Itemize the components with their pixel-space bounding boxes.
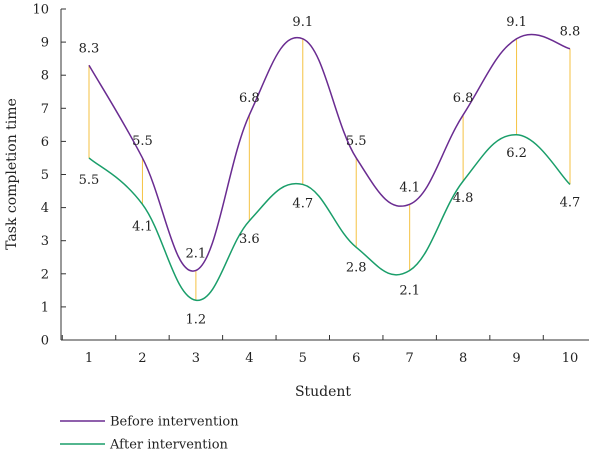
after-series-line: [88, 134, 571, 302]
y-tick-label: 4: [41, 201, 49, 216]
x-tick-label: 4: [245, 351, 253, 366]
connector-lines: [88, 38, 571, 301]
y-tick-label: 7: [41, 102, 49, 117]
y-tick-label: 10: [32, 3, 49, 18]
before-data-label: 8.3: [79, 41, 100, 56]
y-tick-label: 6: [41, 135, 49, 150]
x-tick-label: 5: [299, 351, 307, 366]
x-tick-label: 10: [562, 351, 579, 366]
x-tick-label: 1: [85, 351, 93, 366]
y-tick-label: 8: [41, 69, 49, 84]
x-tick-label: 8: [459, 351, 467, 366]
series-lines: [88, 33, 571, 302]
before-data-label: 5.5: [132, 134, 153, 149]
after-data-label: 4.1: [132, 219, 153, 234]
before-data-label: 6.8: [239, 91, 260, 106]
legend: Before intervention After intervention: [60, 415, 239, 453]
before-data-label: 5.5: [346, 134, 367, 149]
x-tick-label: 2: [138, 351, 146, 366]
after-data-label: 5.5: [79, 173, 100, 188]
y-tick-label: 3: [41, 234, 49, 249]
x-tick-label: 3: [192, 351, 200, 366]
y-tick-label: 0: [41, 334, 49, 349]
before-data-label: 6.8: [453, 91, 474, 106]
after-data-label: 6.2: [506, 146, 527, 161]
x-axis-title: Student: [295, 384, 351, 400]
after-data-label: 1.2: [186, 312, 207, 327]
legend-label-before: Before intervention: [110, 415, 239, 430]
after-data-label: 2.1: [399, 283, 420, 298]
before-data-label: 8.8: [560, 25, 581, 40]
before-series-line: [88, 33, 571, 272]
y-tick-label: 2: [41, 267, 49, 282]
after-data-label: 4.7: [292, 196, 313, 211]
legend-label-after: After intervention: [109, 438, 229, 453]
x-tick-label: 9: [512, 351, 520, 366]
before-data-label: 2.1: [186, 246, 207, 261]
y-tick-label: 1: [41, 300, 49, 315]
after-data-label: 4.7: [560, 195, 581, 210]
after-data-label: 2.8: [346, 260, 367, 275]
before-data-label: 9.1: [506, 15, 527, 30]
before-data-label: 9.1: [292, 15, 313, 30]
after-data-label: 3.6: [239, 232, 260, 247]
axes: 0 1 2 3 4 5 6 7 8 9 10 1 2 3 4 5 6 7 8 9 10: [32, 3, 589, 366]
y-tick-label: 9: [41, 36, 49, 51]
before-data-label: 4.1: [399, 180, 420, 195]
y-tick-label: 5: [41, 168, 49, 183]
x-tick-label: 7: [406, 351, 414, 366]
x-tick-label: 6: [352, 351, 360, 366]
after-data-label: 4.8: [453, 191, 474, 206]
data-labels: 8.3 5.5 2.1 6.8 9.1 5.5 4.1 6.8 9.1 8.8 5.5 4.1 1.2 3…: [79, 15, 581, 327]
y-axis-title: Task completion time: [4, 98, 20, 250]
